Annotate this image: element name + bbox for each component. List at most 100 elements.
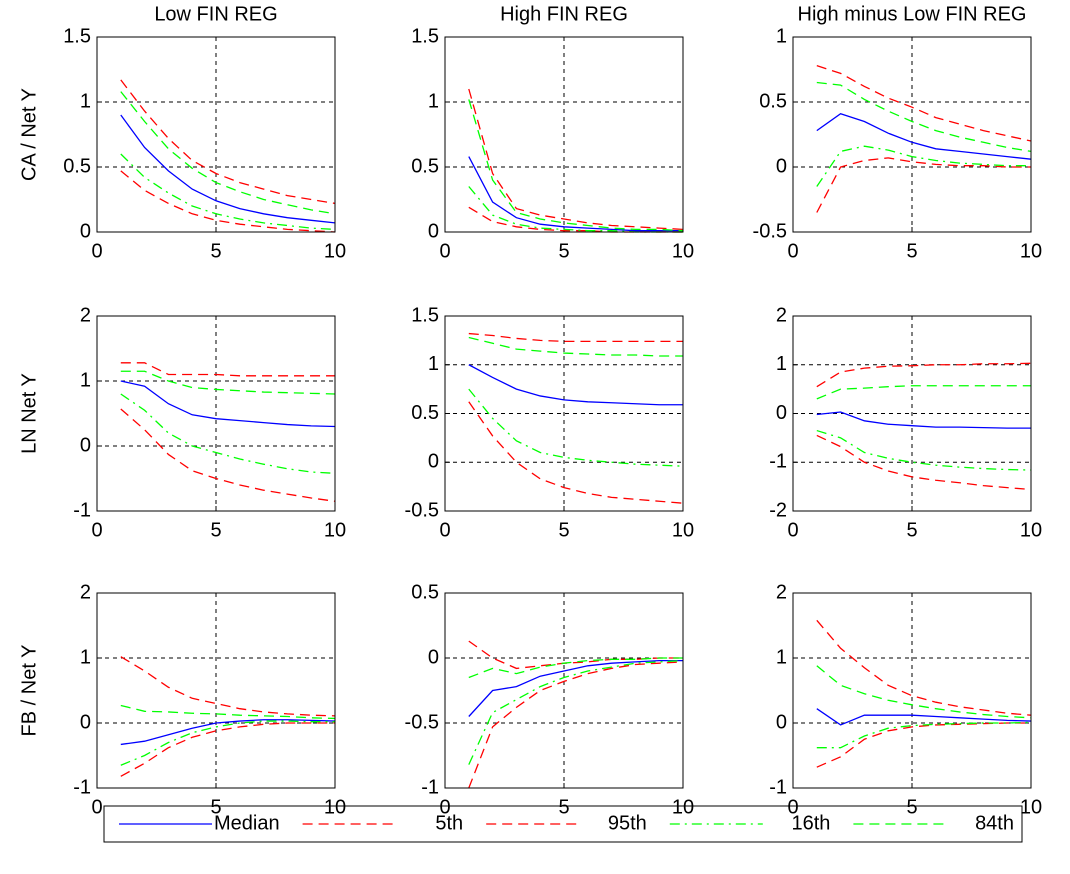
y-tick-label: 2: [80, 304, 91, 326]
legend-label: 5th: [435, 812, 463, 834]
y-tick-label: 0: [428, 220, 439, 242]
series-line: [816, 434, 1032, 491]
series-line: [120, 153, 336, 231]
legend-label: 84th: [975, 812, 1014, 834]
series-line: [120, 719, 336, 746]
axes-box: [792, 36, 1032, 233]
subplot: 0 5 10 0 0.5 1 1.5 High FIN REG: [411, 3, 694, 262]
series-line: [120, 408, 336, 502]
series-line: [120, 91, 336, 215]
y-tick-label: 0: [428, 646, 439, 668]
subplot: 0 5 10 -2 -1 0 1 2: [769, 304, 1042, 541]
x-tick-label: 10: [1020, 796, 1042, 818]
axes-box: [96, 592, 336, 789]
subplot: 0 5 10-0.500.511.5: [405, 304, 695, 541]
y-tick-label: 1: [80, 646, 91, 668]
x-tick-label: 0: [91, 519, 102, 541]
x-tick-label: 0: [439, 240, 450, 262]
y-tick-label: 1: [428, 353, 439, 375]
subplot-title: High FIN REG: [500, 3, 628, 25]
series-line: [816, 721, 1032, 749]
series-line: [468, 661, 684, 789]
series-line: [120, 704, 336, 720]
axes-box: [444, 315, 684, 512]
y-tick-label: -0.5: [405, 499, 439, 521]
y-tick-label: -1: [73, 499, 91, 521]
series-line: [468, 401, 684, 504]
y-tick-label: 0: [80, 434, 91, 456]
series-line: [468, 640, 683, 670]
x-tick-label: 10: [672, 240, 694, 262]
series-line: [816, 112, 1032, 160]
series-line: [816, 429, 1032, 471]
legend-box: [103, 805, 1023, 843]
y-tick-label: -0.5: [405, 711, 439, 733]
series-line: [120, 114, 336, 224]
y-tick-label: 2: [776, 304, 787, 326]
series-line: [468, 156, 683, 232]
x-tick-label: 10: [1020, 519, 1042, 541]
series-line: [816, 411, 1031, 429]
legend: Median 5th 95th 16th 84th: [103, 805, 1023, 843]
x-tick-label: 5: [210, 796, 221, 818]
x-tick-label: 5: [906, 519, 917, 541]
axes-box: [96, 315, 336, 512]
series-line: [468, 659, 683, 717]
series-line: [120, 380, 336, 428]
legend-label: 16th: [791, 812, 830, 834]
series-line: [120, 656, 336, 717]
x-tick-label: 5: [210, 240, 221, 262]
x-tick-label: 0: [787, 519, 798, 541]
y-tick-label: -1: [769, 776, 787, 798]
y-tick-label: -1: [73, 776, 91, 798]
axes-box: [792, 592, 1032, 789]
subplot-title: High minus Low FIN REG: [798, 3, 1027, 25]
series-line: [816, 362, 1032, 388]
y-tick-label: 1.5: [411, 304, 439, 326]
x-tick-label: 10: [324, 519, 346, 541]
y-tick-label: -1: [421, 776, 439, 798]
y-tick-label: 0.5: [411, 402, 439, 424]
y-tick-label: 0: [776, 711, 787, 733]
y-tick-label: 0.5: [411, 581, 439, 603]
series-line: [468, 388, 684, 467]
series-line: [816, 385, 1031, 400]
x-tick-label: 10: [324, 796, 346, 818]
y-tick-label: 2: [776, 581, 787, 603]
subplot: 0 5 10 0 0.5 1 1.5 Low FIN REG CA / Net Y: [18, 3, 346, 262]
series-line: [468, 186, 683, 233]
axes-box: [444, 592, 684, 789]
series-line: [468, 659, 684, 765]
y-tick-label: 0: [776, 155, 787, 177]
y-tick-label: -0.5: [753, 220, 787, 242]
series-line: [120, 722, 335, 777]
x-tick-label: 5: [906, 796, 917, 818]
y-axis-label: FB / Net Y: [18, 645, 40, 737]
series-line: [816, 722, 1031, 768]
x-tick-label: 10: [672, 796, 694, 818]
y-tick-label: 1: [776, 646, 787, 668]
x-tick-label: 5: [558, 796, 569, 818]
series-line: [120, 393, 336, 474]
axes-box: [444, 36, 684, 233]
series-line: [468, 336, 683, 357]
y-tick-label: 0: [776, 402, 787, 424]
x-tick-label: 10: [324, 240, 346, 262]
x-tick-label: 0: [91, 240, 102, 262]
y-tick-label: 0.5: [759, 90, 787, 112]
subplot-title: Low FIN REG: [154, 3, 277, 25]
series-line: [468, 657, 683, 679]
y-tick-label: -2: [769, 499, 787, 521]
axes-box: [792, 315, 1032, 512]
series-line: [120, 79, 336, 205]
y-axis-label: LN Net Y: [18, 373, 40, 454]
series-line: [468, 332, 683, 342]
x-tick-label: 5: [210, 519, 221, 541]
series-line: [816, 708, 1032, 726]
y-tick-label: 0.5: [411, 155, 439, 177]
y-tick-label: 0.5: [63, 155, 91, 177]
x-tick-label: 0: [439, 519, 450, 541]
